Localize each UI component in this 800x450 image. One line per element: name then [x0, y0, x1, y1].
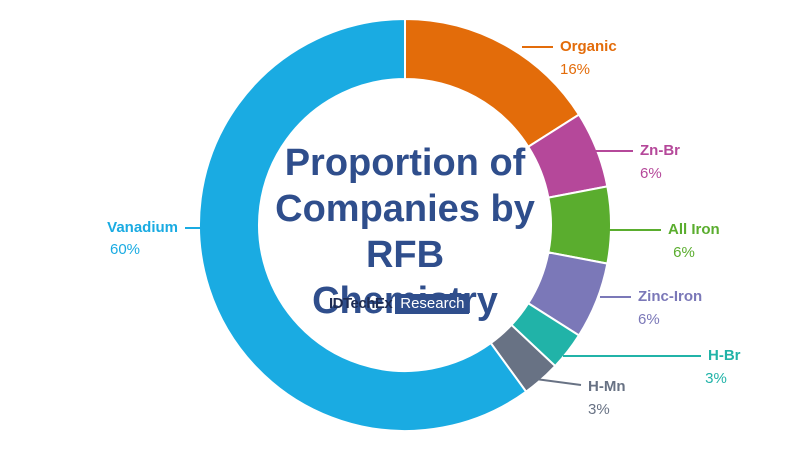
- donut-segment: [198, 17, 528, 432]
- legend-label: Zinc-Iron: [638, 288, 702, 305]
- value-label: 6%: [638, 311, 660, 328]
- logo-brand: IDTechEx: [329, 295, 393, 312]
- value-label: 60%: [110, 241, 140, 258]
- value-label: 16%: [560, 61, 590, 78]
- donut-segment: [547, 185, 612, 265]
- legend-label: Organic: [560, 38, 617, 55]
- legend-label: Zn-Br: [640, 142, 680, 159]
- value-label: 6%: [673, 244, 695, 261]
- donut-segment: [404, 17, 581, 149]
- logo-tag: Research: [395, 294, 470, 314]
- value-label: 3%: [705, 370, 727, 387]
- legend-label: Vanadium: [107, 219, 178, 236]
- logo: IDTechEx Research: [326, 294, 470, 314]
- legend-label: H-Br: [708, 347, 741, 364]
- legend-label: All Iron: [668, 221, 720, 238]
- value-label: 6%: [640, 165, 662, 182]
- legend-label: H-Mn: [588, 378, 626, 395]
- leader-line: [527, 377, 582, 386]
- value-label: 3%: [588, 401, 610, 418]
